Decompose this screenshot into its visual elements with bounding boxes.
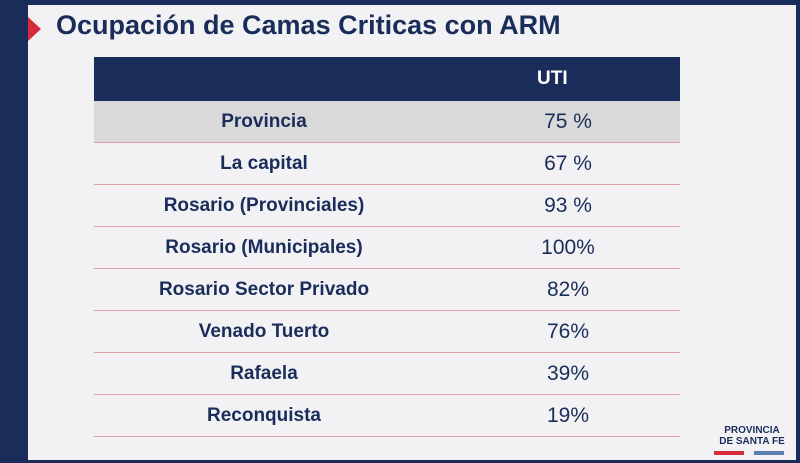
slide-title: Ocupación de Camas Criticas con ARM [56, 10, 561, 40]
red-arrow-icon [28, 17, 41, 41]
logo-blue-bar [754, 451, 784, 455]
table-row: La capital 67 % [94, 143, 680, 185]
row-value: 75 % [544, 110, 592, 133]
frame-top-border [0, 0, 800, 5]
row-value: 93 % [544, 194, 592, 217]
province-logo: PROVINCIA DE SANTA FE [714, 425, 790, 455]
row-name: Rosario (Provinciales) [163, 195, 365, 216]
row-name: Rosario Sector Privado [158, 279, 370, 300]
occupancy-table: UTI Provincia 75 % La capital 67 % Rosar… [94, 57, 680, 437]
frame-bottom-border [0, 460, 800, 463]
row-value: 82% [546, 278, 590, 301]
frame-right-border [796, 0, 800, 463]
row-value: 76% [546, 320, 590, 343]
table-row: Rafaela 39% [94, 353, 680, 395]
logo-line1: PROVINCIA [724, 425, 780, 436]
logo-line2: DE SANTA FE [719, 436, 785, 447]
header-uti: UTI [537, 68, 568, 89]
row-value: 19% [546, 404, 590, 427]
row-name: Reconquista [206, 405, 322, 426]
row-name: Rafaela [230, 363, 298, 384]
table-row: Rosario (Municipales) 100% [94, 227, 680, 269]
table-row: Rosario Sector Privado 82% [94, 269, 680, 311]
table-row: Reconquista 19% [94, 395, 680, 437]
row-value: 100% [541, 236, 595, 259]
row-name: Rosario (Municipales) [165, 237, 363, 258]
row-name: Provincia [221, 111, 307, 132]
row-name: Venado Tuerto [198, 321, 330, 342]
table-header: UTI [94, 57, 680, 101]
row-value: 67 % [544, 152, 592, 175]
logo-bars [714, 451, 790, 455]
table-row: Rosario (Provinciales) 93 % [94, 185, 680, 227]
logo-red-bar [714, 451, 744, 455]
table-row: Provincia 75 % [94, 101, 680, 143]
table-row: Venado Tuerto 76% [94, 311, 680, 353]
row-value: 39% [546, 362, 590, 385]
frame-left-bar [0, 0, 28, 463]
row-name: La capital [220, 153, 308, 174]
